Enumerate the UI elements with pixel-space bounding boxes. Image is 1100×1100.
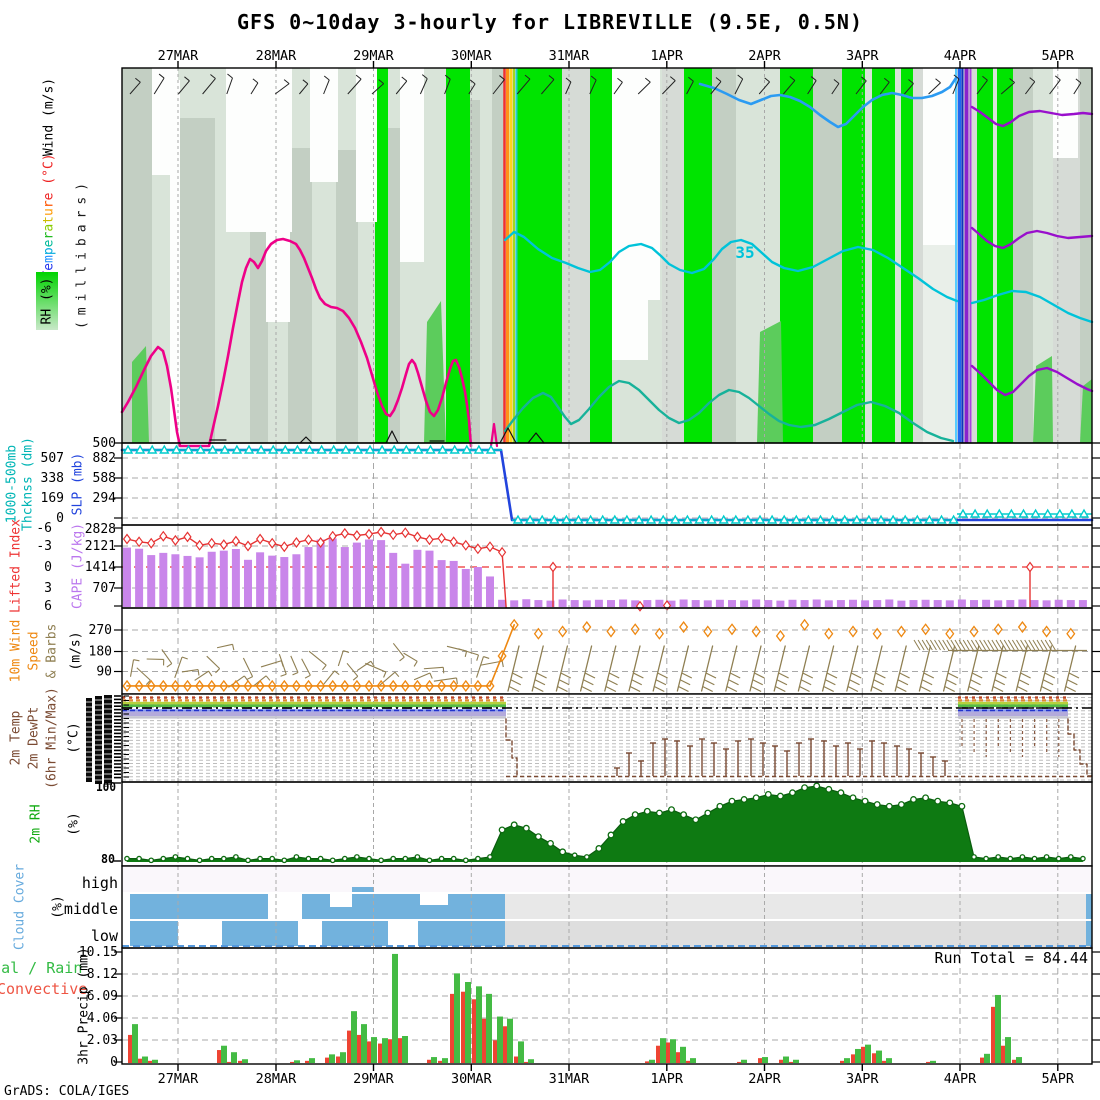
thickness-axis-label-1: 1000-500mb (4, 444, 20, 524)
svg-text:high: high (82, 874, 118, 892)
wind10m-axis-label-1: 10m Wind (8, 619, 24, 683)
svg-text:2828: 2828 (85, 522, 116, 537)
slp-axis-label: SLP (mb) (70, 452, 86, 516)
temperature-unit: (°C) (41, 153, 57, 193)
grads-credit: GrADS: COLA/IGES (4, 1084, 130, 1099)
rh2m-unit-label: (%) (66, 812, 82, 836)
svg-text:29MAR: 29MAR (353, 48, 395, 64)
temp2m-unit-label: (°C) (66, 722, 82, 754)
wind10m-axis-label-2: Speed (26, 631, 42, 671)
precip-convective-label: Convective (0, 980, 88, 998)
svg-text:1414: 1414 (85, 560, 116, 575)
svg-text:3: 3 (44, 581, 52, 596)
svg-text:5APR: 5APR (1042, 48, 1075, 64)
svg-text:-3: -3 (36, 539, 52, 554)
upper-wind-axis-label: Wind (m/s) (41, 77, 57, 157)
svg-text:169: 169 (41, 491, 64, 506)
svg-text:5APR: 5APR (1042, 1071, 1075, 1087)
chart-title: GFS 0~10day 3-hourly for LIBREVILLE (9.5… (237, 10, 863, 34)
svg-text:Run Total = 84.44: Run Total = 84.44 (934, 949, 1088, 967)
svg-text:27MAR: 27MAR (158, 48, 200, 64)
precip-axis-label: 3hr Precip (mm) (76, 947, 92, 1065)
svg-text:0: 0 (44, 560, 52, 575)
svg-text:4APR: 4APR (944, 48, 977, 64)
svg-text:80: 80 (101, 852, 115, 866)
cape-axis-label: CAPE (J/kg) (70, 522, 86, 610)
svg-text:-6: -6 (36, 521, 52, 536)
svg-text:30MAR: 30MAR (451, 48, 493, 64)
upper-rh-axis-label: RH (%) (39, 277, 55, 325)
svg-text:27MAR: 27MAR (158, 1071, 200, 1087)
svg-text:8.12: 8.12 (87, 967, 118, 982)
svg-text:3APR: 3APR (846, 1071, 879, 1087)
cloud-cover-unit-label: (%) (50, 895, 66, 919)
svg-text:3APR: 3APR (846, 48, 879, 64)
wind10m-axis-label-3: & Barbs (44, 623, 60, 679)
svg-text:90: 90 (96, 665, 112, 680)
rh2m-axis-label: 2m RH (28, 804, 44, 844)
svg-text:588: 588 (93, 471, 116, 486)
svg-text:2APR: 2APR (748, 48, 781, 64)
svg-text:1APR: 1APR (651, 1071, 684, 1087)
svg-text:507: 507 (41, 451, 64, 466)
svg-text:100: 100 (96, 780, 116, 794)
upper-temperature-axis-label: Temperature (°C) (41, 153, 57, 278)
svg-text:10.15: 10.15 (79, 945, 118, 960)
svg-text:middle: middle (64, 900, 118, 918)
svg-text:500: 500 (93, 436, 116, 451)
temp2m-axis-label-3: (6hr Min/Max) (44, 687, 60, 789)
temp2m-axis-label-1: 2m Temp (8, 710, 24, 766)
cloud-cover-axis-label: Cloud Cover (12, 863, 28, 951)
svg-text:28MAR: 28MAR (256, 1071, 298, 1087)
svg-text:6: 6 (44, 599, 52, 614)
rh-colorbar (36, 272, 58, 330)
precip-total-rain-label: Total / Rain (0, 959, 83, 977)
wind10m-unit-label: (m/s) (68, 631, 84, 671)
temp2m-axis-label-2: 2m DewPt (26, 706, 42, 770)
svg-text:35: 35 (735, 243, 754, 262)
svg-text:2APR: 2APR (748, 1071, 781, 1087)
svg-text:0: 0 (56, 511, 64, 526)
svg-text:31MAR: 31MAR (549, 48, 591, 64)
svg-text:28MAR: 28MAR (256, 48, 298, 64)
svg-text:1APR: 1APR (651, 48, 684, 64)
thickness-axis-label-2: Thcknss (dm) (20, 437, 36, 531)
svg-text:338: 338 (41, 471, 64, 486)
svg-text:2121: 2121 (85, 539, 116, 554)
svg-text:4.06: 4.06 (87, 1011, 118, 1026)
svg-text:6.09: 6.09 (87, 989, 118, 1004)
svg-text:882: 882 (93, 451, 116, 466)
svg-text:29MAR: 29MAR (353, 1071, 395, 1087)
svg-text:294: 294 (93, 491, 117, 506)
svg-text:low: low (91, 927, 119, 945)
svg-text:180: 180 (89, 645, 112, 660)
svg-text:30MAR: 30MAR (451, 1071, 493, 1087)
svg-text:2.03: 2.03 (87, 1033, 118, 1048)
lifted-index-axis-label: Lifted Index (8, 519, 24, 613)
svg-text:707: 707 (93, 581, 116, 596)
upper-millibars-axis-label: (millibars) (74, 176, 90, 330)
svg-text:270: 270 (89, 623, 112, 638)
svg-text:4APR: 4APR (944, 1071, 977, 1087)
svg-text:31MAR: 31MAR (549, 1071, 591, 1087)
